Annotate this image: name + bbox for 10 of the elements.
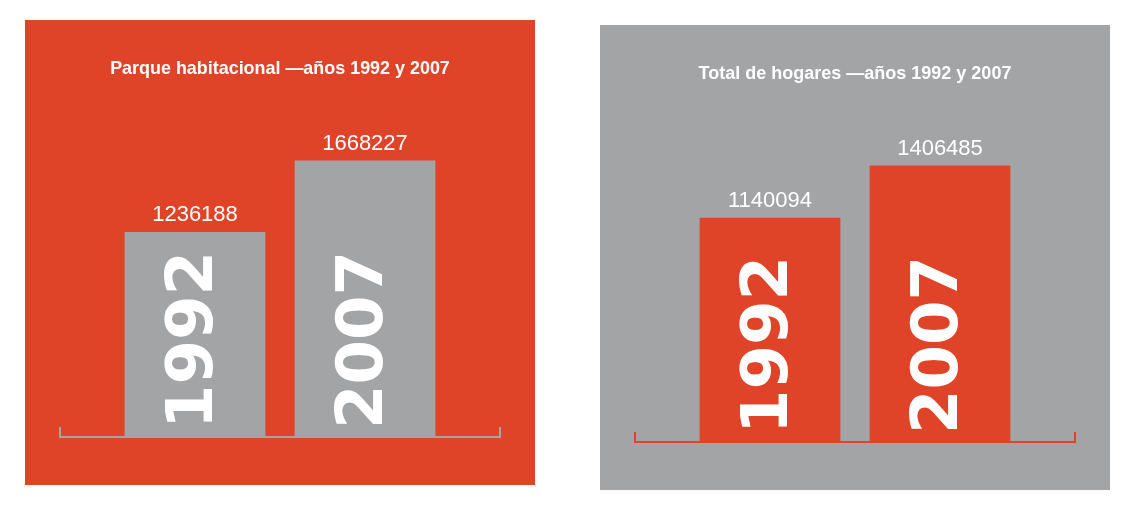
data-label: 1668227 <box>322 129 408 155</box>
chart-title: Parque habitacional —años 1992 y 2007 <box>110 57 450 78</box>
x-tick-label: 1992 <box>152 250 227 429</box>
data-label: 1406485 <box>897 134 983 160</box>
x-tick-label: 1992 <box>727 255 802 434</box>
chart-title: Total de hogares —años 1992 y 2007 <box>698 62 1012 83</box>
data-label: 1140094 <box>727 186 813 212</box>
x-tick-label: 2007 <box>897 255 972 434</box>
x-tick-label: 2007 <box>322 250 397 429</box>
data-label: 1236188 <box>152 201 238 227</box>
